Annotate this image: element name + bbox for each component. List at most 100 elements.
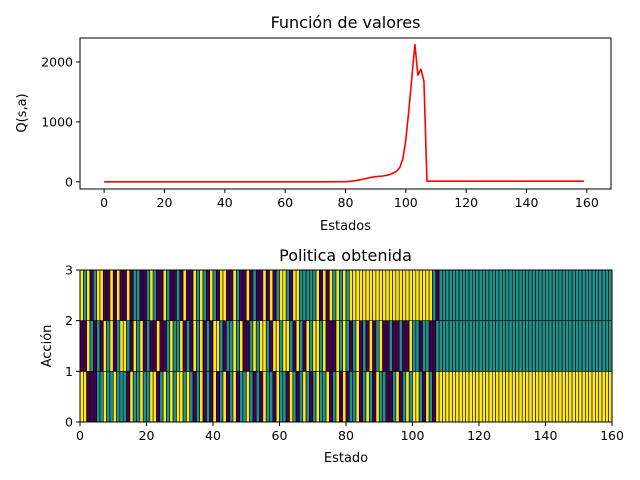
policy-cell xyxy=(132,269,137,321)
policy-cell xyxy=(595,320,599,372)
policy-cell xyxy=(325,320,330,372)
policy-cell xyxy=(242,269,247,321)
policy-cell xyxy=(475,371,480,423)
policy-cell xyxy=(395,269,400,321)
policy-cell xyxy=(442,371,447,423)
policy-cell xyxy=(365,371,370,423)
value-function-y-label: Q(s,a) xyxy=(15,93,30,132)
y-tick-label: 0 xyxy=(65,174,73,189)
policy-cell xyxy=(89,269,94,321)
policy-cell xyxy=(548,320,553,372)
policy-cell xyxy=(458,371,463,423)
policy-cell xyxy=(319,269,324,321)
policy-cell xyxy=(435,269,440,321)
policy-cell xyxy=(93,269,97,321)
policy-cell xyxy=(295,371,300,423)
policy-cell xyxy=(485,320,490,372)
policy-cell xyxy=(292,320,297,372)
policy-cell xyxy=(235,320,240,372)
policy-cell xyxy=(518,269,523,321)
policy-cell xyxy=(428,320,433,372)
policy-cell xyxy=(491,269,496,321)
policy-cell xyxy=(176,269,181,321)
policy-cell xyxy=(488,371,493,423)
policy-cell xyxy=(445,320,450,372)
policy-cell xyxy=(259,269,264,321)
policy-cell xyxy=(485,371,490,423)
policy-cell xyxy=(342,371,347,423)
policy-cell xyxy=(226,269,230,321)
policy-cell xyxy=(232,371,237,423)
policy-cell xyxy=(538,269,543,321)
policy-cell xyxy=(501,371,506,423)
policy-cell xyxy=(591,320,596,372)
policy-cell xyxy=(505,320,510,372)
policy-cell xyxy=(358,269,363,321)
policy-cell xyxy=(239,320,244,372)
policy-cell xyxy=(192,269,197,321)
policy-x-ticks: 0 20 40 60 80 100 120 140 160 xyxy=(76,422,624,443)
policy-cell xyxy=(255,269,260,321)
policy-cell xyxy=(322,371,327,423)
policy-cell xyxy=(245,269,250,321)
policy-cell xyxy=(146,371,151,423)
policy-cell xyxy=(548,371,553,423)
y-tick-label: 2 xyxy=(65,313,73,328)
policy-cell xyxy=(581,269,586,321)
policy-cell xyxy=(545,320,550,372)
policy-cell xyxy=(342,320,347,372)
policy-cell xyxy=(226,371,230,423)
policy-cell xyxy=(339,320,343,372)
x-tick-label: 140 xyxy=(534,428,558,443)
policy-cell xyxy=(199,269,204,321)
policy-cell xyxy=(551,269,556,321)
policy-cell xyxy=(408,269,413,321)
policy-cell xyxy=(122,320,127,372)
value-function-subplot: Función de valores 0 20 40 60 80 100 120 140 160… xyxy=(15,13,612,234)
policy-cell xyxy=(491,320,496,372)
policy-cell xyxy=(482,320,486,372)
policy-cell xyxy=(285,371,290,423)
policy-cell xyxy=(349,269,353,321)
policy-cell xyxy=(272,269,277,321)
policy-cell xyxy=(282,371,287,423)
policy-cell xyxy=(571,320,576,372)
policy-cell xyxy=(428,371,433,423)
policy-cell xyxy=(462,320,466,372)
policy-cell xyxy=(229,371,234,423)
policy-cell xyxy=(249,320,254,372)
policy-cell xyxy=(222,320,227,372)
policy-cell xyxy=(265,320,270,372)
x-tick-label: 100 xyxy=(401,428,425,443)
policy-cell xyxy=(505,269,510,321)
policy-cell xyxy=(152,371,157,423)
policy-cell xyxy=(315,269,320,321)
policy-cell xyxy=(535,320,540,372)
policy-cell xyxy=(129,320,134,372)
policy-cell xyxy=(545,371,550,423)
policy-cell xyxy=(102,320,107,372)
policy-cell xyxy=(561,269,566,321)
policy-cell xyxy=(472,320,476,372)
policy-cell xyxy=(196,269,200,321)
value-function-x-ticks: 0 20 40 60 80 100 120 140 160 xyxy=(100,189,599,210)
policy-cell xyxy=(325,371,330,423)
policy-x-label: Estado xyxy=(324,451,368,466)
policy-cell xyxy=(345,371,350,423)
policy-cell xyxy=(302,371,307,423)
policy-cell xyxy=(219,320,224,372)
policy-y-label: Acción xyxy=(40,325,55,368)
policy-cell xyxy=(189,320,194,372)
policy-cell xyxy=(605,269,609,321)
policy-cell xyxy=(156,320,161,372)
policy-cell xyxy=(172,269,177,321)
policy-cell xyxy=(202,371,207,423)
policy-cell xyxy=(382,269,387,321)
policy-cell xyxy=(99,371,104,423)
policy-cell xyxy=(312,320,317,372)
policy-cell xyxy=(565,371,570,423)
policy-cell xyxy=(402,269,407,321)
policy-cell xyxy=(398,320,403,372)
policy-cell xyxy=(398,371,403,423)
policy-cell xyxy=(378,269,383,321)
